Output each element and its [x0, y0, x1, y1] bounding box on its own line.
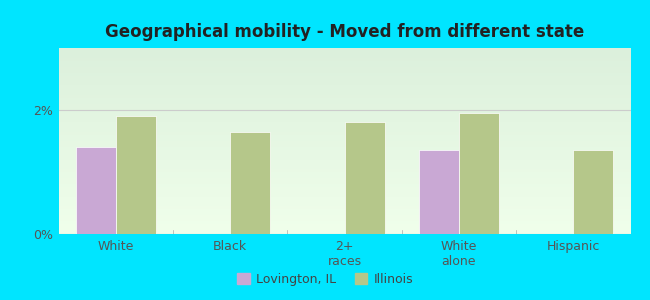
Bar	[116, 116, 156, 234]
Title: Geographical mobility - Moved from different state: Geographical mobility - Moved from diffe…	[105, 23, 584, 41]
Bar	[459, 113, 499, 234]
Bar	[573, 150, 614, 234]
Bar	[75, 147, 116, 234]
Bar	[344, 122, 385, 234]
Legend: Lovington, IL, Illinois: Lovington, IL, Illinois	[232, 268, 418, 291]
Bar	[419, 150, 459, 234]
Bar	[230, 132, 270, 234]
